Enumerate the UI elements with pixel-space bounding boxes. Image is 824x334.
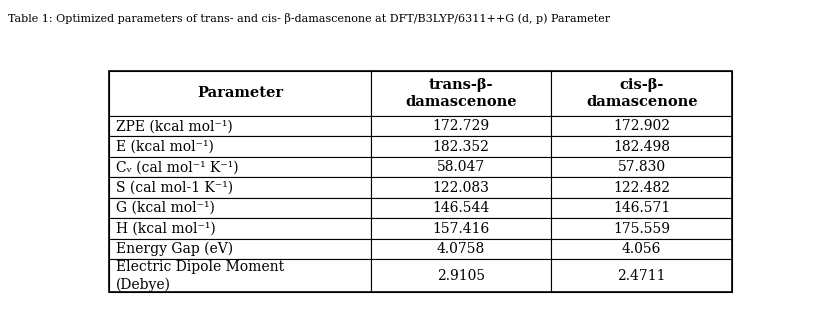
Text: 4.0758: 4.0758 [437,242,485,256]
Text: 4.056: 4.056 [622,242,662,256]
Text: E (kcal mol⁻¹): E (kcal mol⁻¹) [115,140,213,154]
Bar [551,177,732,198]
Bar [110,177,371,198]
Bar [551,137,732,157]
Text: 146.544: 146.544 [433,201,489,215]
Text: 172.902: 172.902 [613,119,670,133]
Bar [551,239,732,259]
Bar [371,71,551,116]
Text: cis-β-
damascenone: cis-β- damascenone [586,78,698,109]
Bar [371,137,551,157]
Bar [110,198,371,218]
Text: 2.4711: 2.4711 [617,269,666,283]
Bar [371,157,551,177]
Text: 146.571: 146.571 [613,201,671,215]
Text: S (cal mol-1 K⁻¹): S (cal mol-1 K⁻¹) [115,181,233,195]
Bar [371,259,551,292]
Text: G (kcal mol⁻¹): G (kcal mol⁻¹) [115,201,214,215]
Bar [371,218,551,239]
Bar [110,116,371,137]
Text: 122.083: 122.083 [433,181,489,195]
Text: 122.482: 122.482 [613,181,670,195]
Text: ZPE (kcal mol⁻¹): ZPE (kcal mol⁻¹) [115,119,232,133]
Bar [110,157,371,177]
Bar [110,218,371,239]
Text: 58.047: 58.047 [437,160,485,174]
Text: 175.559: 175.559 [613,222,670,235]
Bar [551,157,732,177]
Bar [110,239,371,259]
Text: 182.498: 182.498 [613,140,670,154]
Text: Electric Dipole Moment
(Debye): Electric Dipole Moment (Debye) [115,260,284,292]
Text: trans-β-
damascenone: trans-β- damascenone [405,78,517,109]
Text: Energy Gap (eV): Energy Gap (eV) [115,242,233,256]
Bar [110,71,371,116]
Text: 157.416: 157.416 [433,222,489,235]
Bar [371,198,551,218]
Text: 2.9105: 2.9105 [437,269,485,283]
Bar [551,71,732,116]
Text: 172.729: 172.729 [433,119,489,133]
Text: H (kcal mol⁻¹): H (kcal mol⁻¹) [115,222,216,235]
Bar [551,198,732,218]
Bar [371,239,551,259]
Text: Table 1: Optimized parameters of trans- and cis- β-damascenone at DFT/B3LYP/6311: Table 1: Optimized parameters of trans- … [8,13,611,24]
Bar [110,259,371,292]
Bar [551,259,732,292]
Text: Cᵥ (cal mol⁻¹ K⁻¹): Cᵥ (cal mol⁻¹ K⁻¹) [115,160,238,174]
Bar [110,137,371,157]
Bar [110,71,732,292]
Text: 57.830: 57.830 [618,160,666,174]
Bar [551,116,732,137]
Bar [371,116,551,137]
Text: Parameter: Parameter [197,87,283,101]
Bar [551,218,732,239]
Text: 182.352: 182.352 [433,140,489,154]
Bar [371,177,551,198]
